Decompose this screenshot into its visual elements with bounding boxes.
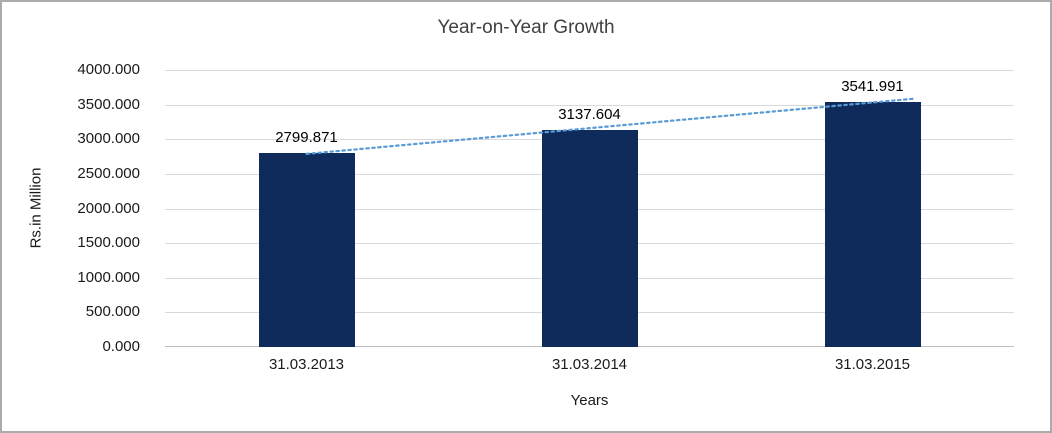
y-axis-tick-label: 1500.000 — [77, 234, 140, 252]
data-label: 2799.871 — [275, 129, 338, 147]
y-axis-title: Rs.in Million — [27, 167, 45, 249]
y-axis-tick-label: 3000.000 — [77, 130, 140, 148]
x-axis-tick-label: 31.03.2014 — [551, 356, 628, 373]
x-axis-title: Years — [570, 392, 609, 409]
x-axis-tick-label: 31.03.2013 — [268, 356, 345, 373]
x-axis-tick-label: 31.03.2015 — [834, 356, 911, 373]
bar-31.03.2014 — [541, 129, 638, 347]
gridline — [165, 70, 1014, 71]
y-axis-tick-label: 4000.000 — [77, 61, 140, 78]
y-axis-tick-label: 500.000 — [85, 303, 140, 321]
y-axis-tick-label: 3500.000 — [77, 95, 140, 113]
plot-area: 2799.871 3137.604 3541.991 — [165, 70, 1014, 347]
y-axis-tick-label: 2000.000 — [77, 199, 140, 217]
y-axis-tick-label: 2500.000 — [77, 164, 140, 182]
chart-title: Year-on-Year Growth — [437, 17, 615, 38]
data-label: 3137.604 — [558, 105, 621, 123]
y-axis-tick-label: 1000.000 — [77, 268, 140, 286]
y-axis-tick-label: 0.000 — [102, 338, 140, 355]
data-label: 3541.991 — [841, 77, 904, 95]
bar-31.03.2013 — [258, 153, 355, 347]
bar-31.03.2015 — [824, 101, 921, 347]
